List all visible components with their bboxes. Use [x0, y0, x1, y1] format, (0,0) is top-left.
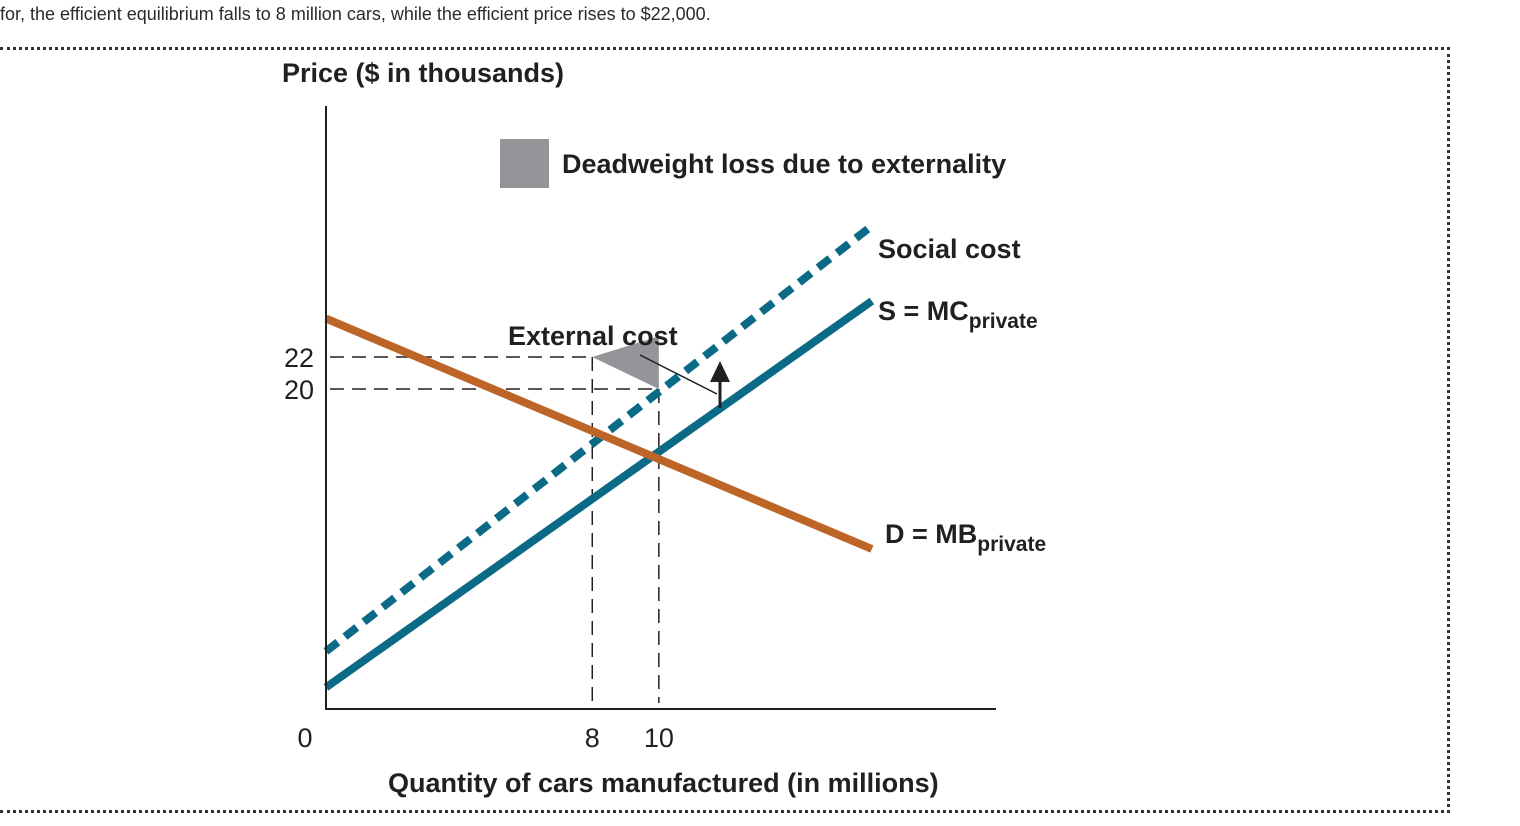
y-axis-title: Price ($ in thousands)	[282, 58, 564, 88]
supply-label-subscript: private	[969, 310, 1038, 333]
supply-label: S = MCprivate	[878, 296, 1038, 333]
social-cost-line	[323, 222, 875, 655]
supply-private-line	[323, 297, 875, 691]
social-cost-label: Social cost	[878, 234, 1021, 264]
supply-label-main: S = MC	[878, 296, 969, 326]
external-cost-leader-line	[639, 354, 718, 395]
y-tick-label: 22	[284, 343, 314, 373]
x-axis-title: Quantity of cars manufactured (in millio…	[388, 768, 939, 798]
legend-label: Deadweight loss due to externality	[562, 149, 1006, 179]
x-tick-label: 8	[585, 723, 600, 753]
demand-label-subscript: private	[977, 533, 1046, 556]
legend-swatch	[500, 139, 549, 188]
intro-text: for, the efficient equilibrium falls to …	[0, 4, 711, 24]
demand-private-line	[324, 314, 874, 553]
demand-label: D = MBprivate	[885, 519, 1046, 556]
external-cost-label: External cost	[508, 321, 678, 351]
x-tick-label: 10	[644, 723, 674, 753]
y-tick-label: 20	[284, 375, 314, 405]
demand-label-main: D = MB	[885, 519, 977, 549]
external-cost-arrow-head	[710, 361, 730, 382]
origin-label: 0	[297, 723, 312, 753]
figure-frame	[0, 47, 1450, 813]
deadweight-loss-triangle	[592, 336, 659, 389]
